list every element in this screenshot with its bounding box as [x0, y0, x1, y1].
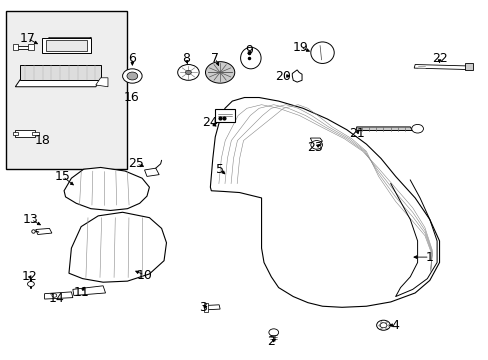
Circle shape: [310, 140, 322, 149]
Circle shape: [376, 320, 389, 330]
Text: 7: 7: [211, 51, 219, 64]
Text: 2: 2: [267, 335, 275, 348]
Polygon shape: [292, 70, 302, 82]
Polygon shape: [356, 127, 412, 131]
Polygon shape: [144, 168, 159, 176]
Polygon shape: [69, 212, 166, 282]
Circle shape: [268, 329, 278, 336]
Polygon shape: [20, 65, 101, 80]
Polygon shape: [36, 228, 52, 234]
Text: 19: 19: [292, 41, 308, 54]
Polygon shape: [27, 44, 34, 50]
Polygon shape: [15, 130, 35, 137]
Text: 16: 16: [123, 91, 139, 104]
Text: 10: 10: [136, 269, 152, 282]
Text: 24: 24: [202, 116, 218, 129]
Text: 25: 25: [128, 157, 144, 170]
Circle shape: [177, 64, 199, 80]
Ellipse shape: [240, 47, 261, 69]
Polygon shape: [413, 64, 468, 69]
Text: 18: 18: [34, 134, 50, 147]
Polygon shape: [15, 45, 30, 49]
Circle shape: [411, 125, 423, 133]
Text: 3: 3: [199, 301, 206, 314]
Polygon shape: [32, 132, 39, 135]
Text: 9: 9: [245, 44, 253, 57]
Circle shape: [185, 70, 191, 75]
Text: 5: 5: [216, 163, 224, 176]
Polygon shape: [464, 63, 472, 70]
Text: 4: 4: [391, 319, 399, 332]
Polygon shape: [205, 305, 220, 310]
Text: 21: 21: [348, 127, 364, 140]
Circle shape: [127, 72, 138, 80]
Text: 12: 12: [22, 270, 38, 283]
Polygon shape: [73, 286, 105, 296]
Circle shape: [122, 69, 142, 83]
Text: 8: 8: [182, 51, 190, 64]
Text: 20: 20: [275, 69, 291, 82]
Polygon shape: [310, 138, 322, 143]
Circle shape: [27, 282, 34, 287]
Text: 17: 17: [20, 32, 35, 45]
Text: 22: 22: [431, 51, 447, 64]
Text: 11: 11: [73, 287, 89, 300]
Polygon shape: [44, 292, 73, 299]
Polygon shape: [13, 44, 18, 50]
Polygon shape: [15, 80, 101, 87]
Bar: [5, 12, 127, 169]
Text: 13: 13: [23, 213, 39, 226]
Polygon shape: [13, 132, 18, 135]
Polygon shape: [64, 167, 149, 211]
Text: 15: 15: [55, 170, 70, 183]
Text: 14: 14: [49, 292, 64, 305]
Polygon shape: [215, 109, 234, 122]
Polygon shape: [203, 303, 207, 312]
Polygon shape: [45, 40, 87, 51]
Circle shape: [52, 294, 57, 297]
Polygon shape: [96, 78, 108, 87]
Polygon shape: [210, 98, 439, 307]
Text: 6: 6: [128, 51, 136, 64]
Polygon shape: [42, 39, 91, 53]
Text: 23: 23: [306, 141, 323, 154]
Text: 1: 1: [425, 251, 433, 264]
Circle shape: [205, 62, 234, 83]
Ellipse shape: [310, 42, 333, 63]
Circle shape: [379, 323, 386, 328]
